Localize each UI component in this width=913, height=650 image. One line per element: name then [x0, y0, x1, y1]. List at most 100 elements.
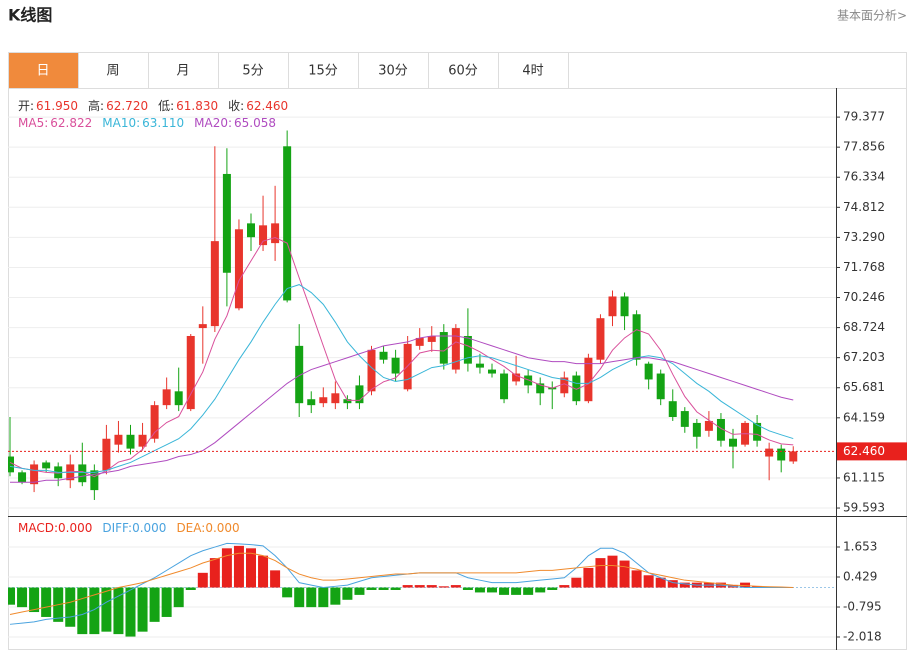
tab-label[interactable]: 5分 [242, 64, 263, 79]
macd-bar [65, 587, 76, 627]
tab[interactable] [358, 52, 429, 89]
legend-name: MACD: [18, 521, 59, 535]
macd-bar [595, 558, 606, 588]
tab-label[interactable]: 4时 [522, 64, 543, 79]
candle-body [30, 464, 39, 485]
tab-label[interactable]: 60分 [448, 64, 478, 79]
macd-bar [487, 587, 497, 593]
indicator-line [9, 552, 794, 615]
tab[interactable] [428, 52, 499, 89]
candle-body [391, 357, 400, 374]
legend-value: 0.000 [58, 521, 93, 535]
macd-bar [679, 582, 690, 588]
candle-body [138, 434, 147, 447]
macd-bar [318, 587, 329, 608]
macd-bar [101, 587, 112, 632]
macd-bar [390, 587, 401, 590]
candle-body [150, 405, 159, 439]
candle-body [427, 335, 436, 342]
legend-name: MA20: [194, 116, 232, 130]
tab[interactable] [498, 52, 569, 89]
readout-value: 62.460 [246, 99, 289, 113]
candle-body [584, 357, 593, 402]
macd-bar [17, 587, 28, 608]
tab-label[interactable]: 日 [36, 64, 49, 79]
candle-body [608, 296, 617, 317]
candle-body [536, 383, 545, 394]
macd-bar [414, 585, 425, 588]
candle-body [644, 363, 653, 380]
tab[interactable] [288, 52, 359, 89]
candle-body [283, 146, 292, 301]
candle-body [439, 332, 448, 364]
candle-body [488, 369, 496, 374]
macd-bar [8, 587, 15, 605]
macd-bar [450, 585, 461, 588]
indicator-line [9, 284, 794, 473]
readout-name: 收: [228, 99, 245, 113]
macd-bar [559, 585, 570, 588]
y-tick-label: 76.334 [843, 170, 885, 184]
legend-value: 63.110 [142, 116, 185, 130]
y-tick-label: 68.724 [843, 320, 885, 334]
y-tick-label: 65.681 [843, 380, 885, 394]
macd-bar [752, 586, 763, 588]
legend-name: MA10: [102, 116, 141, 130]
current-price-label: 62.460 [843, 444, 885, 458]
y-tick-label: 61.115 [843, 470, 885, 484]
macd-bar [29, 587, 40, 613]
macd-bar [523, 587, 534, 595]
candle-body [259, 225, 268, 246]
candle-body [753, 422, 762, 441]
y-tick-label: -2.018 [843, 630, 882, 644]
y-tick-label: 74.812 [843, 200, 885, 214]
macd-bar [571, 577, 582, 588]
macd-bar [89, 587, 100, 635]
macd-bar [511, 587, 522, 595]
macd-bar [426, 585, 437, 588]
tab-label[interactable]: 30分 [378, 64, 408, 79]
candle-body [90, 470, 99, 491]
candle-body [331, 393, 340, 404]
macd-bar [209, 558, 220, 588]
macd-bar [655, 577, 666, 588]
candle-body [668, 401, 677, 418]
macd-bar [41, 587, 52, 617]
macd-bar [547, 587, 558, 590]
candle-body [692, 422, 701, 437]
macd-bar [354, 587, 365, 595]
readout-value: 61.830 [176, 99, 219, 113]
candle-body [343, 399, 352, 404]
tab[interactable] [218, 52, 289, 89]
candle-body [777, 448, 786, 461]
candle-body [716, 418, 725, 441]
page-title: K线图 [8, 6, 52, 25]
current-price-tag [837, 442, 907, 461]
macd-readout: MACD:0.000 DIFF:0.000 DEA:0.000 [18, 521, 250, 535]
tab-label[interactable]: 周 [106, 64, 119, 79]
macd-bar [221, 548, 232, 588]
legend-name: MA5: [18, 116, 49, 130]
candle-body [656, 373, 665, 400]
macd-bar [306, 587, 317, 608]
candle-body [234, 229, 243, 309]
legend-name: DEA: [176, 521, 206, 535]
readout-value: 62.720 [106, 99, 149, 113]
candle-body [198, 324, 207, 329]
candle-body [729, 438, 737, 447]
tab-label[interactable]: 月 [176, 64, 189, 79]
tab[interactable] [78, 52, 149, 89]
macd-bar [535, 587, 546, 593]
indicator-line [10, 335, 794, 483]
tab-label[interactable]: 15分 [308, 64, 338, 79]
macd-bar [330, 587, 341, 605]
candle-body [126, 434, 135, 449]
legend-value: 0.000 [205, 521, 240, 535]
macd-bar [185, 587, 196, 590]
macd-bar [438, 586, 449, 588]
candle-body [210, 241, 219, 327]
macd-bar [619, 560, 630, 588]
candle-body [307, 399, 316, 406]
fundamental-link[interactable]: 基本面分析> [837, 9, 907, 23]
